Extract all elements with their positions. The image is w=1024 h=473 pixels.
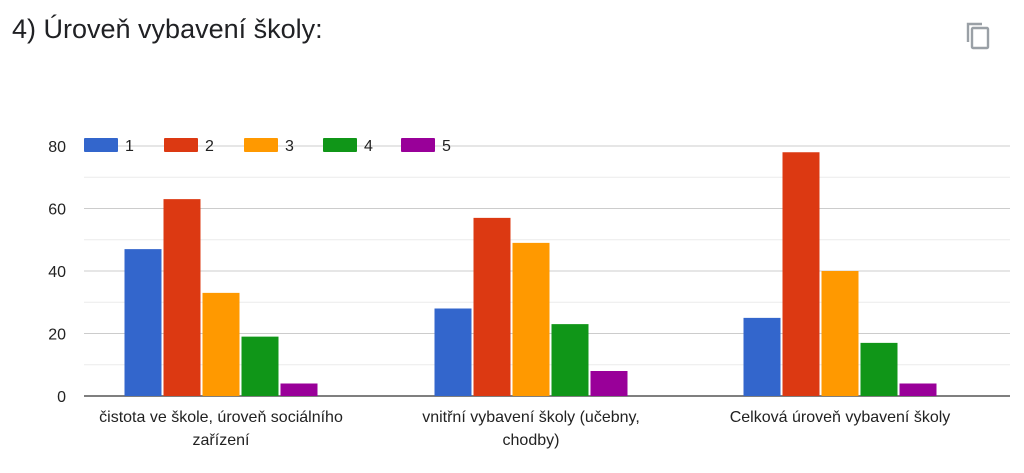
legend-label: 3 [285,138,294,155]
copy-chart-button[interactable] [962,18,994,52]
legend-label: 1 [125,138,134,155]
x-category-label: čistota ve škole, úroveň sociálního [99,409,343,426]
x-category-label: chodby) [503,432,560,449]
bar-series-5 [899,383,937,396]
bars [124,152,937,396]
y-tick-label: 20 [48,327,66,344]
bar-series-4 [241,336,279,396]
legend-label: 4 [364,138,373,155]
question-title: 4) Úroveň vybavení školy: [12,14,323,44]
bar-series-5 [280,383,318,396]
bar-series-1 [743,317,781,396]
bar-series-5 [590,371,628,396]
legend-swatch-4 [323,138,357,152]
legend-swatch-2 [164,138,198,152]
legend-swatch-3 [244,138,278,152]
bar-series-1 [434,308,472,396]
bar-series-2 [782,152,820,396]
legend-swatch-1 [84,138,118,152]
bar-series-3 [202,292,240,396]
bar-series-3 [512,242,550,396]
legend-label: 2 [205,138,214,155]
bar-series-4 [551,324,589,396]
legend: 1 2 3 4 5 [84,138,451,155]
legend-swatch-5 [401,138,435,152]
y-tick-label: 80 [48,139,66,156]
x-axis-labels: čistota ve škole, úroveň sociálního zaříz… [99,409,950,449]
x-category-label: Celková úroveň vybavení školy [730,409,951,426]
y-tick-label: 40 [48,264,66,281]
legend-label: 5 [442,138,451,155]
y-tick-label: 60 [48,202,66,219]
y-axis-ticks: 0 20 40 60 80 [48,139,66,406]
bar-series-2 [163,199,201,396]
x-category-label: vnitřní vybavení školy (učebny, [422,409,640,426]
x-category-label: zařízení [193,432,250,449]
y-tick-label: 0 [57,389,66,406]
bar-series-4 [860,342,898,396]
bar-series-1 [124,249,162,396]
bar-series-3 [821,271,859,396]
bar-series-2 [473,217,511,396]
copy-icon [966,22,990,50]
